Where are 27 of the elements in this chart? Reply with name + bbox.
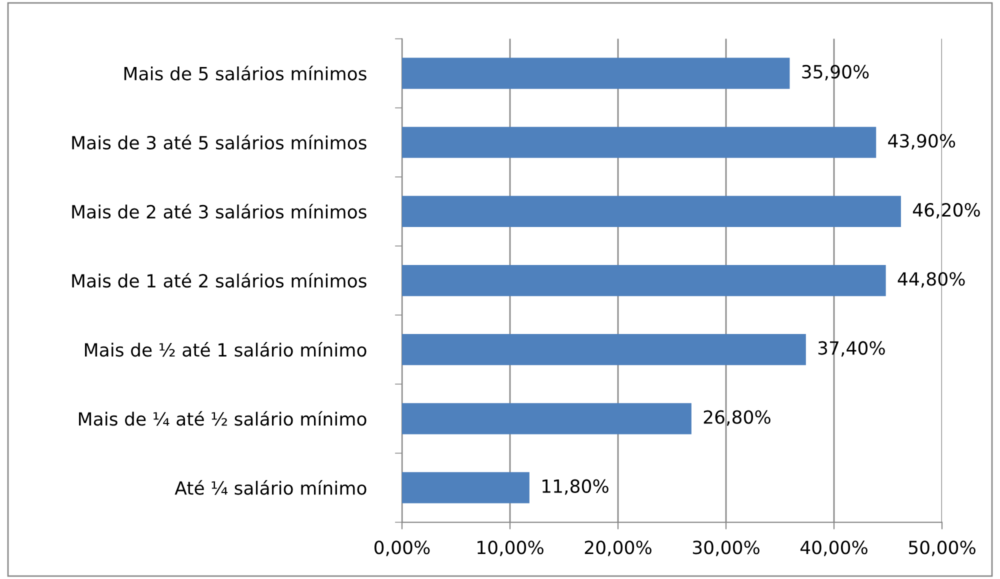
x-tick-label: 50,00% (908, 540, 976, 556)
x-tick-label: 30,00% (692, 540, 760, 556)
y-tick-label: Mais de 1 até 2 salários mínimos (72, 272, 366, 288)
bar (402, 126, 876, 158)
x-tick-label: 10,00% (478, 540, 544, 556)
bar (402, 264, 886, 296)
y-tick-label: Mais de 2 até 3 salários mínimos (72, 204, 366, 219)
data-label: 46,20% (912, 203, 980, 219)
data-label: 37,40% (818, 341, 885, 357)
x-tick-label: 0,00% (374, 540, 430, 556)
x-tick-label: 40,00% (800, 540, 868, 556)
y-tick-label: Mais de ¼ até ½ salário mínimo (78, 411, 366, 426)
data-label: 26,80% (704, 410, 770, 426)
bar (402, 403, 692, 434)
x-tick-label: 20,00% (584, 540, 652, 556)
bar (402, 58, 790, 89)
data-label: 43,90% (888, 134, 956, 150)
bar (402, 334, 806, 366)
y-tick-label: Mais de 5 salários mínimos (124, 66, 366, 80)
bar (402, 472, 530, 504)
data-label: 44,80% (898, 272, 965, 288)
bar (402, 196, 901, 227)
y-tick-label: Até ¼ salário mínimo (174, 480, 366, 495)
data-label: 11,80% (542, 479, 608, 495)
data-label: 35,90% (802, 64, 869, 80)
y-tick-label: Mais de ½ até 1 salário mínimo (85, 342, 366, 357)
y-tick-label: Mais de 3 até 5 salários mínimos (72, 134, 366, 150)
